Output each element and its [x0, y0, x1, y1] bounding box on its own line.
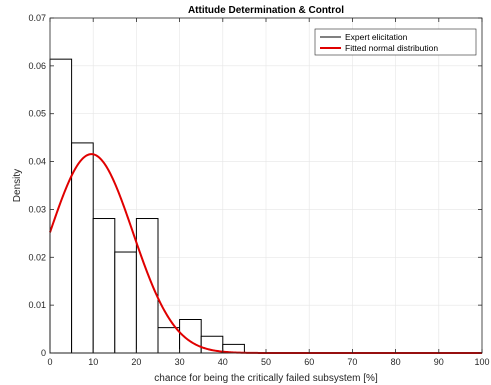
- x-axis-label: chance for being the critically failed s…: [154, 373, 378, 384]
- x-tick-label: 60: [304, 357, 314, 367]
- x-tick-label: 40: [218, 357, 228, 367]
- histogram-bar: [114, 251, 137, 354]
- y-tick-label: 0.04: [28, 157, 46, 167]
- x-tick-label: 50: [261, 357, 271, 367]
- y-axis-ticks: 0 0.01 0.02 0.03 0.04 0.05 0.06 0.07: [28, 13, 482, 358]
- x-tick-label: 10: [88, 357, 98, 367]
- x-tick-label: 20: [131, 357, 141, 367]
- x-axis-ticks: 0 10 20 30 40 50 60 70 80 90 100: [47, 18, 490, 367]
- histogram-bar: [71, 142, 94, 354]
- legend-label-fitted-normal: Fitted normal distribution: [345, 43, 438, 53]
- legend: Expert elicitation Fitted normal distrib…: [314, 28, 477, 56]
- chart-title: Attitude Determination & Control: [188, 5, 344, 16]
- y-tick-label: 0.02: [28, 252, 46, 262]
- y-tick-label: 0.05: [28, 109, 46, 119]
- x-tick-label: 100: [474, 357, 489, 367]
- y-tick-label: 0.03: [28, 204, 46, 214]
- x-tick-label: 80: [391, 357, 401, 367]
- histogram-bar: [157, 327, 181, 354]
- y-tick-label: 0.07: [28, 13, 46, 23]
- y-tick-label: 0.06: [28, 61, 46, 71]
- x-tick-label: 30: [175, 357, 185, 367]
- y-tick-label: 0: [41, 348, 46, 358]
- histogram-bar: [92, 218, 116, 354]
- x-tick-label: 0: [47, 357, 52, 367]
- histogram-bars: [49, 58, 245, 354]
- legend-label-expert-elicitation: Expert elicitation: [345, 32, 408, 42]
- legend-box: [314, 28, 477, 56]
- y-axis-label: Density: [12, 169, 23, 202]
- x-tick-label: 90: [434, 357, 444, 367]
- histogram-bar: [49, 58, 73, 354]
- x-tick-label: 70: [347, 357, 357, 367]
- histogram-bar: [135, 218, 159, 354]
- y-tick-label: 0.01: [28, 300, 46, 310]
